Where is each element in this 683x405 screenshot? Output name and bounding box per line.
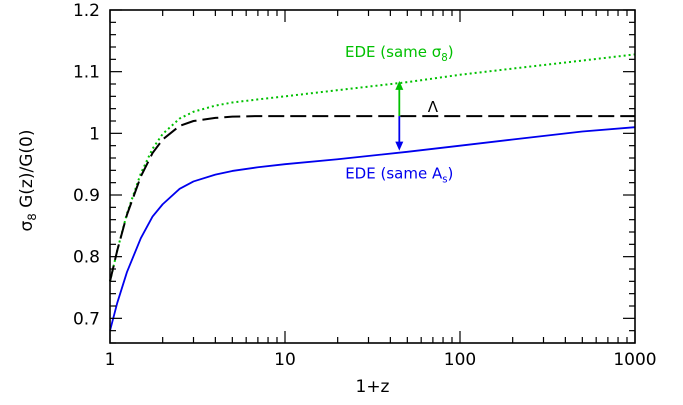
arrow-head-1 bbox=[395, 141, 404, 151]
y-tick-label: 0.9 bbox=[73, 186, 100, 206]
annotation-item: Λ bbox=[428, 98, 439, 116]
x-tick-label: 1 bbox=[105, 350, 116, 370]
series-line-item bbox=[109, 115, 635, 282]
annotation-ede-same-8: EDE (same σ8) bbox=[345, 43, 454, 64]
y-tick-label: 1 bbox=[89, 124, 100, 144]
arrows-layer bbox=[395, 80, 404, 151]
x-axis-title: 1+z bbox=[356, 377, 390, 397]
plot-frame bbox=[109, 9, 636, 344]
annotation-ede-same-as: EDE (same As) bbox=[345, 164, 453, 185]
labels-layer: 1 10 100 1000 0.7 0.8 0.9 1 1.1 1.2 1+z σ8 G(z)/G(0… bbox=[17, 1, 657, 397]
series-line-ede-same-8 bbox=[109, 53, 636, 282]
y-tick-label: 0.8 bbox=[73, 248, 100, 268]
x-tick-label: 100 bbox=[444, 350, 476, 370]
x-tick-label: 10 bbox=[274, 350, 296, 370]
arrow-head-0 bbox=[395, 80, 404, 90]
y-tick-label: 1.1 bbox=[73, 63, 100, 83]
y-tick-label: 1.2 bbox=[73, 1, 100, 21]
y-tick-label: 0.7 bbox=[73, 309, 100, 329]
series-line-ede-same-as bbox=[109, 126, 636, 331]
y-axis-title: σ8 G(z)/G(0) bbox=[17, 130, 39, 232]
x-tick-label: 1000 bbox=[613, 350, 656, 370]
curves-layer bbox=[109, 53, 636, 331]
